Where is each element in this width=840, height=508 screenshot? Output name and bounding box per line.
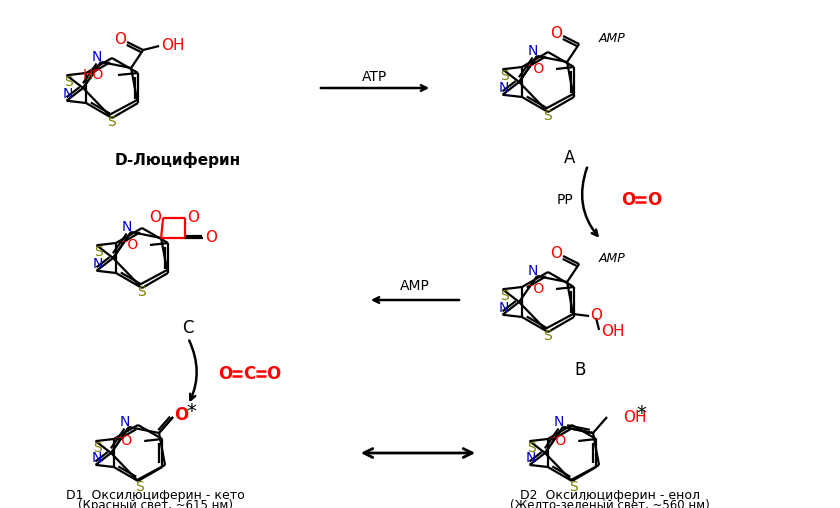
Text: A: A	[564, 149, 575, 167]
Text: C: C	[243, 365, 255, 383]
Text: N: N	[92, 50, 102, 64]
Text: O: O	[187, 210, 199, 226]
Text: B: B	[575, 361, 585, 379]
Text: (Красный свет, ~615 нм): (Красный свет, ~615 нм)	[77, 498, 233, 508]
Text: S: S	[528, 441, 536, 455]
Text: O: O	[205, 231, 217, 245]
Text: N: N	[554, 415, 564, 429]
Text: O: O	[174, 406, 188, 424]
Text: OH: OH	[623, 409, 647, 425]
Text: ⁻O: ⁻O	[548, 434, 566, 448]
Text: N: N	[92, 257, 102, 271]
Text: O: O	[647, 191, 661, 209]
Text: O: O	[114, 33, 126, 48]
Text: O: O	[218, 365, 232, 383]
Text: PP: PP	[556, 193, 573, 207]
Text: N: N	[528, 264, 538, 278]
Text: (Желто-зелёный свет, ~560 нм): (Желто-зелёный свет, ~560 нм)	[0, 507, 1, 508]
Text: D1  Оксилюциферин - кето: D1 Оксилюциферин - кето	[66, 490, 244, 502]
Text: ⁻O: ⁻O	[526, 282, 544, 296]
Text: N: N	[92, 451, 102, 465]
Text: S: S	[137, 285, 145, 299]
Text: *: *	[186, 402, 196, 422]
Text: C: C	[182, 319, 194, 337]
Text: D1  Оксилюциферин - кето: D1 Оксилюциферин - кето	[0, 507, 1, 508]
Text: S: S	[64, 75, 73, 89]
Text: S: S	[543, 109, 552, 123]
Text: N: N	[525, 451, 536, 465]
Text: O: O	[550, 26, 562, 42]
Text: D2  Оксилюциферин - енол: D2 Оксилюциферин - енол	[520, 490, 700, 502]
Text: *: *	[636, 403, 646, 423]
Text: N: N	[122, 220, 132, 234]
Text: HO: HO	[82, 68, 104, 82]
Text: ⁻O: ⁻O	[114, 434, 132, 448]
Text: N: N	[62, 87, 73, 101]
Text: O: O	[590, 307, 602, 323]
Text: S: S	[500, 69, 509, 83]
Text: O: O	[266, 365, 280, 383]
Text: OH: OH	[161, 39, 185, 53]
Text: S: S	[543, 329, 552, 343]
Text: S: S	[569, 480, 577, 494]
Text: ⁻O: ⁻O	[526, 62, 544, 76]
Text: O: O	[550, 246, 562, 262]
Text: O: O	[621, 191, 635, 209]
Text: S: S	[107, 115, 115, 129]
Text: ⁻O: ⁻O	[120, 238, 138, 252]
Text: D-Люциферин: D-Люциферин	[115, 152, 241, 168]
Text: AMP: AMP	[599, 31, 626, 45]
Text: OH: OH	[601, 325, 625, 339]
Text: ATP: ATP	[362, 70, 387, 84]
Text: AMP: AMP	[599, 251, 626, 265]
Text: N: N	[498, 301, 509, 315]
Text: S: S	[134, 480, 144, 494]
Text: AMP: AMP	[400, 279, 430, 293]
Text: D2  Оксилюциферин - енол: D2 Оксилюциферин - енол	[0, 507, 1, 508]
Text: S: S	[500, 289, 509, 303]
Text: S: S	[93, 441, 102, 455]
Text: O: O	[149, 210, 161, 226]
Text: S: S	[94, 245, 103, 259]
Text: (Желто-зелёный свет, ~560 нм): (Желто-зелёный свет, ~560 нм)	[510, 498, 710, 508]
Text: N: N	[528, 44, 538, 58]
Text: N: N	[120, 415, 130, 429]
Text: (Красный свет, ~615 нм): (Красный свет, ~615 нм)	[0, 507, 1, 508]
Text: N: N	[498, 81, 509, 95]
